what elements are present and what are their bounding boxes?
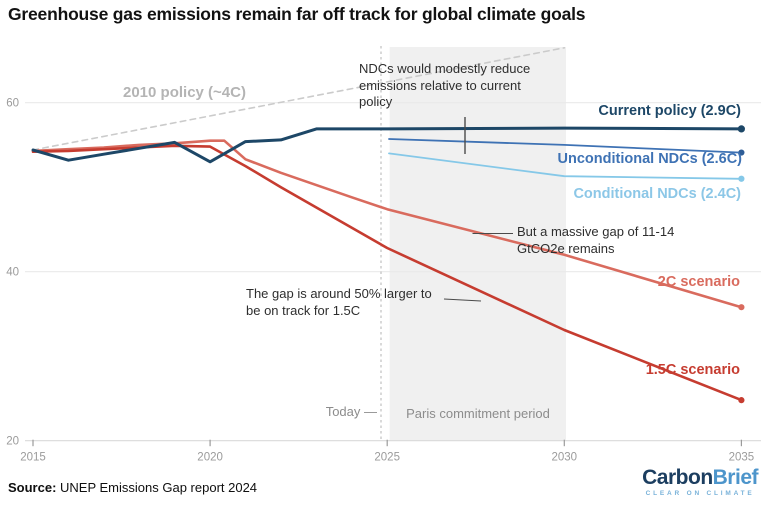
conditional-ndcs-2-4c-line [388, 152, 743, 180]
2c-scenario-endpoint-dot [738, 304, 745, 311]
current-policy-2-9c-endpoint-dot [737, 125, 746, 133]
series-label-2010-policy: 2010 policy (~4C) [123, 84, 246, 101]
annotation-gap-1-5c: The gap is around 50% larger to be on tr… [246, 286, 432, 318]
current-policy-2-9c-line [31, 126, 743, 164]
annotation-ndcs-reduce: NDCs would modestly reduce emissions rel… [359, 61, 531, 109]
unconditional-ndcs-2-6c-endpoint-dot [738, 149, 745, 156]
1-5c-scenario-line [31, 144, 743, 402]
1-5c-scenario-endpoint-dot [738, 397, 745, 404]
x-axis-label-2030: 2030 [552, 452, 578, 464]
paris-period-label: Paris commitment period [406, 406, 550, 421]
x-axis-label-2025: 2025 [374, 452, 400, 464]
source-label: Source: [8, 480, 57, 495]
y-axis-label-20: 20 [6, 436, 19, 448]
series-label-2c-scenario: 2C scenario [657, 274, 740, 290]
today-label: Today — [325, 404, 377, 419]
y-axis-label-40: 40 [6, 267, 19, 279]
series-label-unconditional-ndcs: Unconditional NDCs (2.6C) [557, 151, 742, 167]
conditional-ndcs-2-4c-endpoint-dot [738, 175, 745, 182]
unconditional-ndcs-2-6c-line [388, 138, 743, 154]
logo-carbon-text: Carbon [642, 466, 713, 489]
page-title: Greenhouse gas emissions remain far off … [8, 4, 586, 24]
2c-scenario-line [31, 139, 743, 309]
gap-1-5c-leader-line [443, 298, 482, 302]
carbonbrief-logo: CarbonBrief CLEAR ON CLIMATE [642, 467, 758, 498]
paris-period-region [389, 47, 566, 441]
logo-tagline: CLEAR ON CLIMATE [645, 490, 755, 497]
logo-brief-text: Brief [712, 466, 759, 489]
series-label-current-policy: Current policy (2.9C) [598, 103, 741, 119]
y-axis-label-60: 60 [6, 98, 19, 110]
carbonbrief-wordmark: CarbonBrief [642, 467, 758, 488]
2010-policy-4c-line [32, 46, 566, 151]
source-line: Source: UNEP Emissions Gap report 2024 [8, 480, 257, 495]
source-text: UNEP Emissions Gap report 2024 [56, 480, 258, 495]
x-axis-label-2035: 2035 [729, 452, 755, 464]
x-axis-label-2020: 2020 [197, 452, 223, 464]
series-label-conditional-ndcs: Conditional NDCs (2.4C) [573, 186, 741, 202]
series-label-1-5c-scenario: 1.5C scenario [645, 362, 740, 378]
annotation-massive-gap: But a massive gap of 11-14 GtCO2e remain… [517, 224, 675, 256]
x-axis-label-2015: 2015 [20, 452, 46, 464]
